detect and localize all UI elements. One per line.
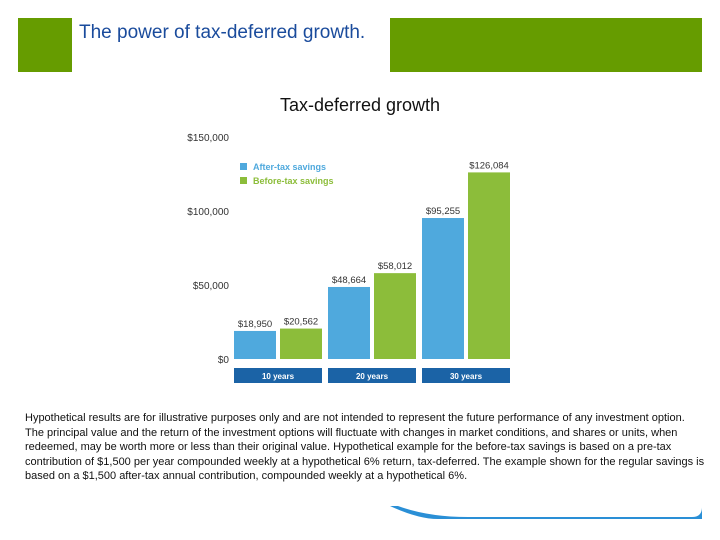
title-accent-block-left [18,18,72,72]
category-band [422,368,510,383]
bar-before-tax [468,172,510,359]
y-tick-label: $150,000 [187,133,229,144]
bar-after-tax [422,218,464,359]
data-label: $95,255 [426,206,460,217]
bar-before-tax [374,273,416,359]
category-band [234,368,322,383]
x-tick-label: 10 years [262,372,295,381]
legend-swatch [240,177,247,184]
legend-label: Before-tax savings [253,176,334,186]
y-tick-label: $0 [218,355,230,366]
legend-label: After-tax savings [253,162,326,172]
bar-after-tax [234,330,276,359]
chart-heading: Tax-deferred growth [279,95,441,115]
x-tick-label: 30 years [450,372,483,381]
footer-wave [18,506,702,519]
y-tick-label: $50,000 [193,281,230,292]
data-label: $126,084 [469,160,509,171]
footer-bar: 11 [18,504,702,520]
disclaimer-text: Hypothetical results are for illustrativ… [25,412,705,482]
title-accent-block-right [390,18,702,72]
bar-chart-svg: $0 $50,000 $100,000 $150,000 $18,950 $20,562 1… [187,133,510,383]
x-tick-label: 20 years [356,372,389,381]
page-number: 11 [36,505,46,515]
legend-swatch [240,163,247,170]
bar-chart: $0 $50,000 $100,000 $150,000 $18,950 $20,562 1… [170,122,530,390]
category-band [328,368,416,383]
bar-after-tax [328,286,370,359]
data-label: $48,664 [332,275,366,286]
y-tick-label: $100,000 [187,207,229,218]
bar-before-tax [280,328,322,359]
slide-title: The power of tax-deferred growth. [79,22,366,43]
data-label: $58,012 [378,261,412,272]
data-label: $18,950 [238,319,272,330]
data-label: $20,562 [284,317,318,328]
